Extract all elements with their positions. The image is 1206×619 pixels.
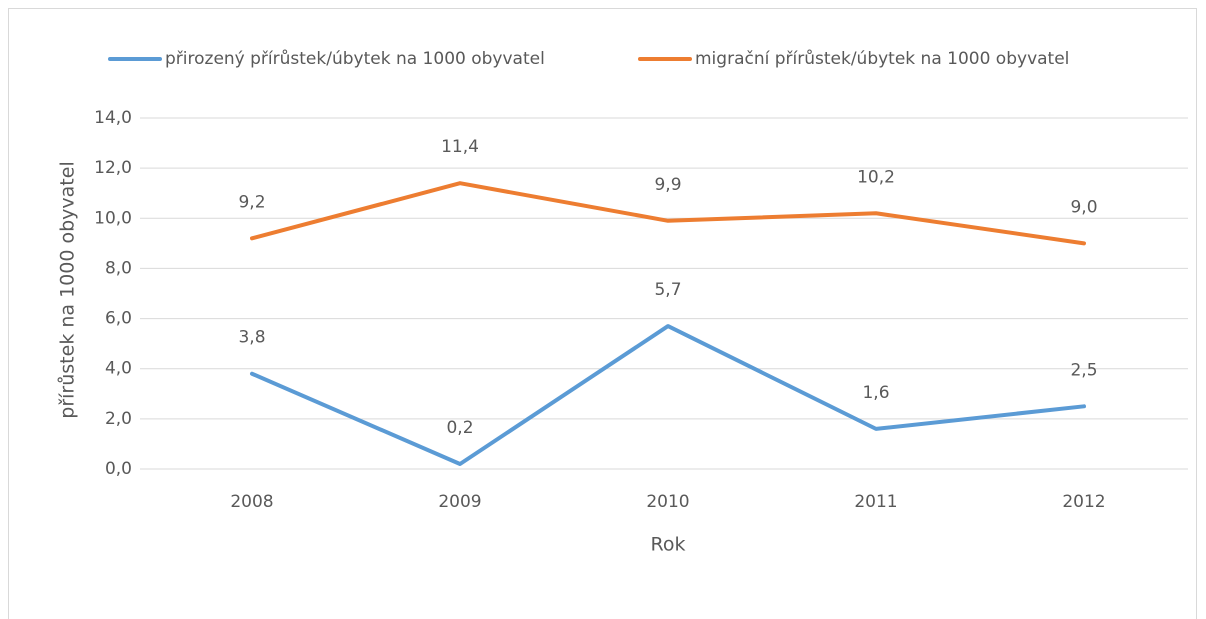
y-tick-label: 10,0 <box>94 208 132 228</box>
y-tick-label: 2,0 <box>105 409 132 429</box>
x-axis-title: Rok <box>651 534 686 556</box>
data-label: 2,5 <box>1070 360 1097 380</box>
data-label: 9,9 <box>654 175 681 195</box>
legend-label: migrační přírůstek/úbytek na 1000 obyvat… <box>695 49 1069 69</box>
y-axis-title: přírůstek na 1000 obyvatel <box>57 161 79 418</box>
y-tick-label: 8,0 <box>105 258 132 278</box>
data-label: 9,2 <box>238 192 265 212</box>
x-tick-label: 2008 <box>230 492 273 512</box>
series-line <box>250 324 1086 466</box>
y-tick-label: 12,0 <box>94 158 132 178</box>
data-label: 0,2 <box>446 418 473 438</box>
legend-label: přirozený přírůstek/úbytek na 1000 obyva… <box>165 49 545 69</box>
y-tick-label: 0,0 <box>105 459 132 479</box>
series-line <box>250 181 1086 246</box>
y-tick-label: 14,0 <box>94 108 132 128</box>
data-label: 9,0 <box>1070 197 1097 217</box>
chart-frame <box>8 8 1197 619</box>
x-tick-label: 2010 <box>646 492 689 512</box>
x-tick-label: 2011 <box>854 492 897 512</box>
data-label: 1,6 <box>862 383 889 403</box>
y-tick-label: 6,0 <box>105 309 132 329</box>
data-label: 10,2 <box>857 167 895 187</box>
x-tick-label: 2009 <box>438 492 481 512</box>
data-label: 11,4 <box>441 137 479 157</box>
data-label: 3,8 <box>238 328 265 348</box>
y-tick-label: 4,0 <box>105 359 132 379</box>
data-label: 5,7 <box>654 280 681 300</box>
x-tick-label: 2012 <box>1062 492 1105 512</box>
